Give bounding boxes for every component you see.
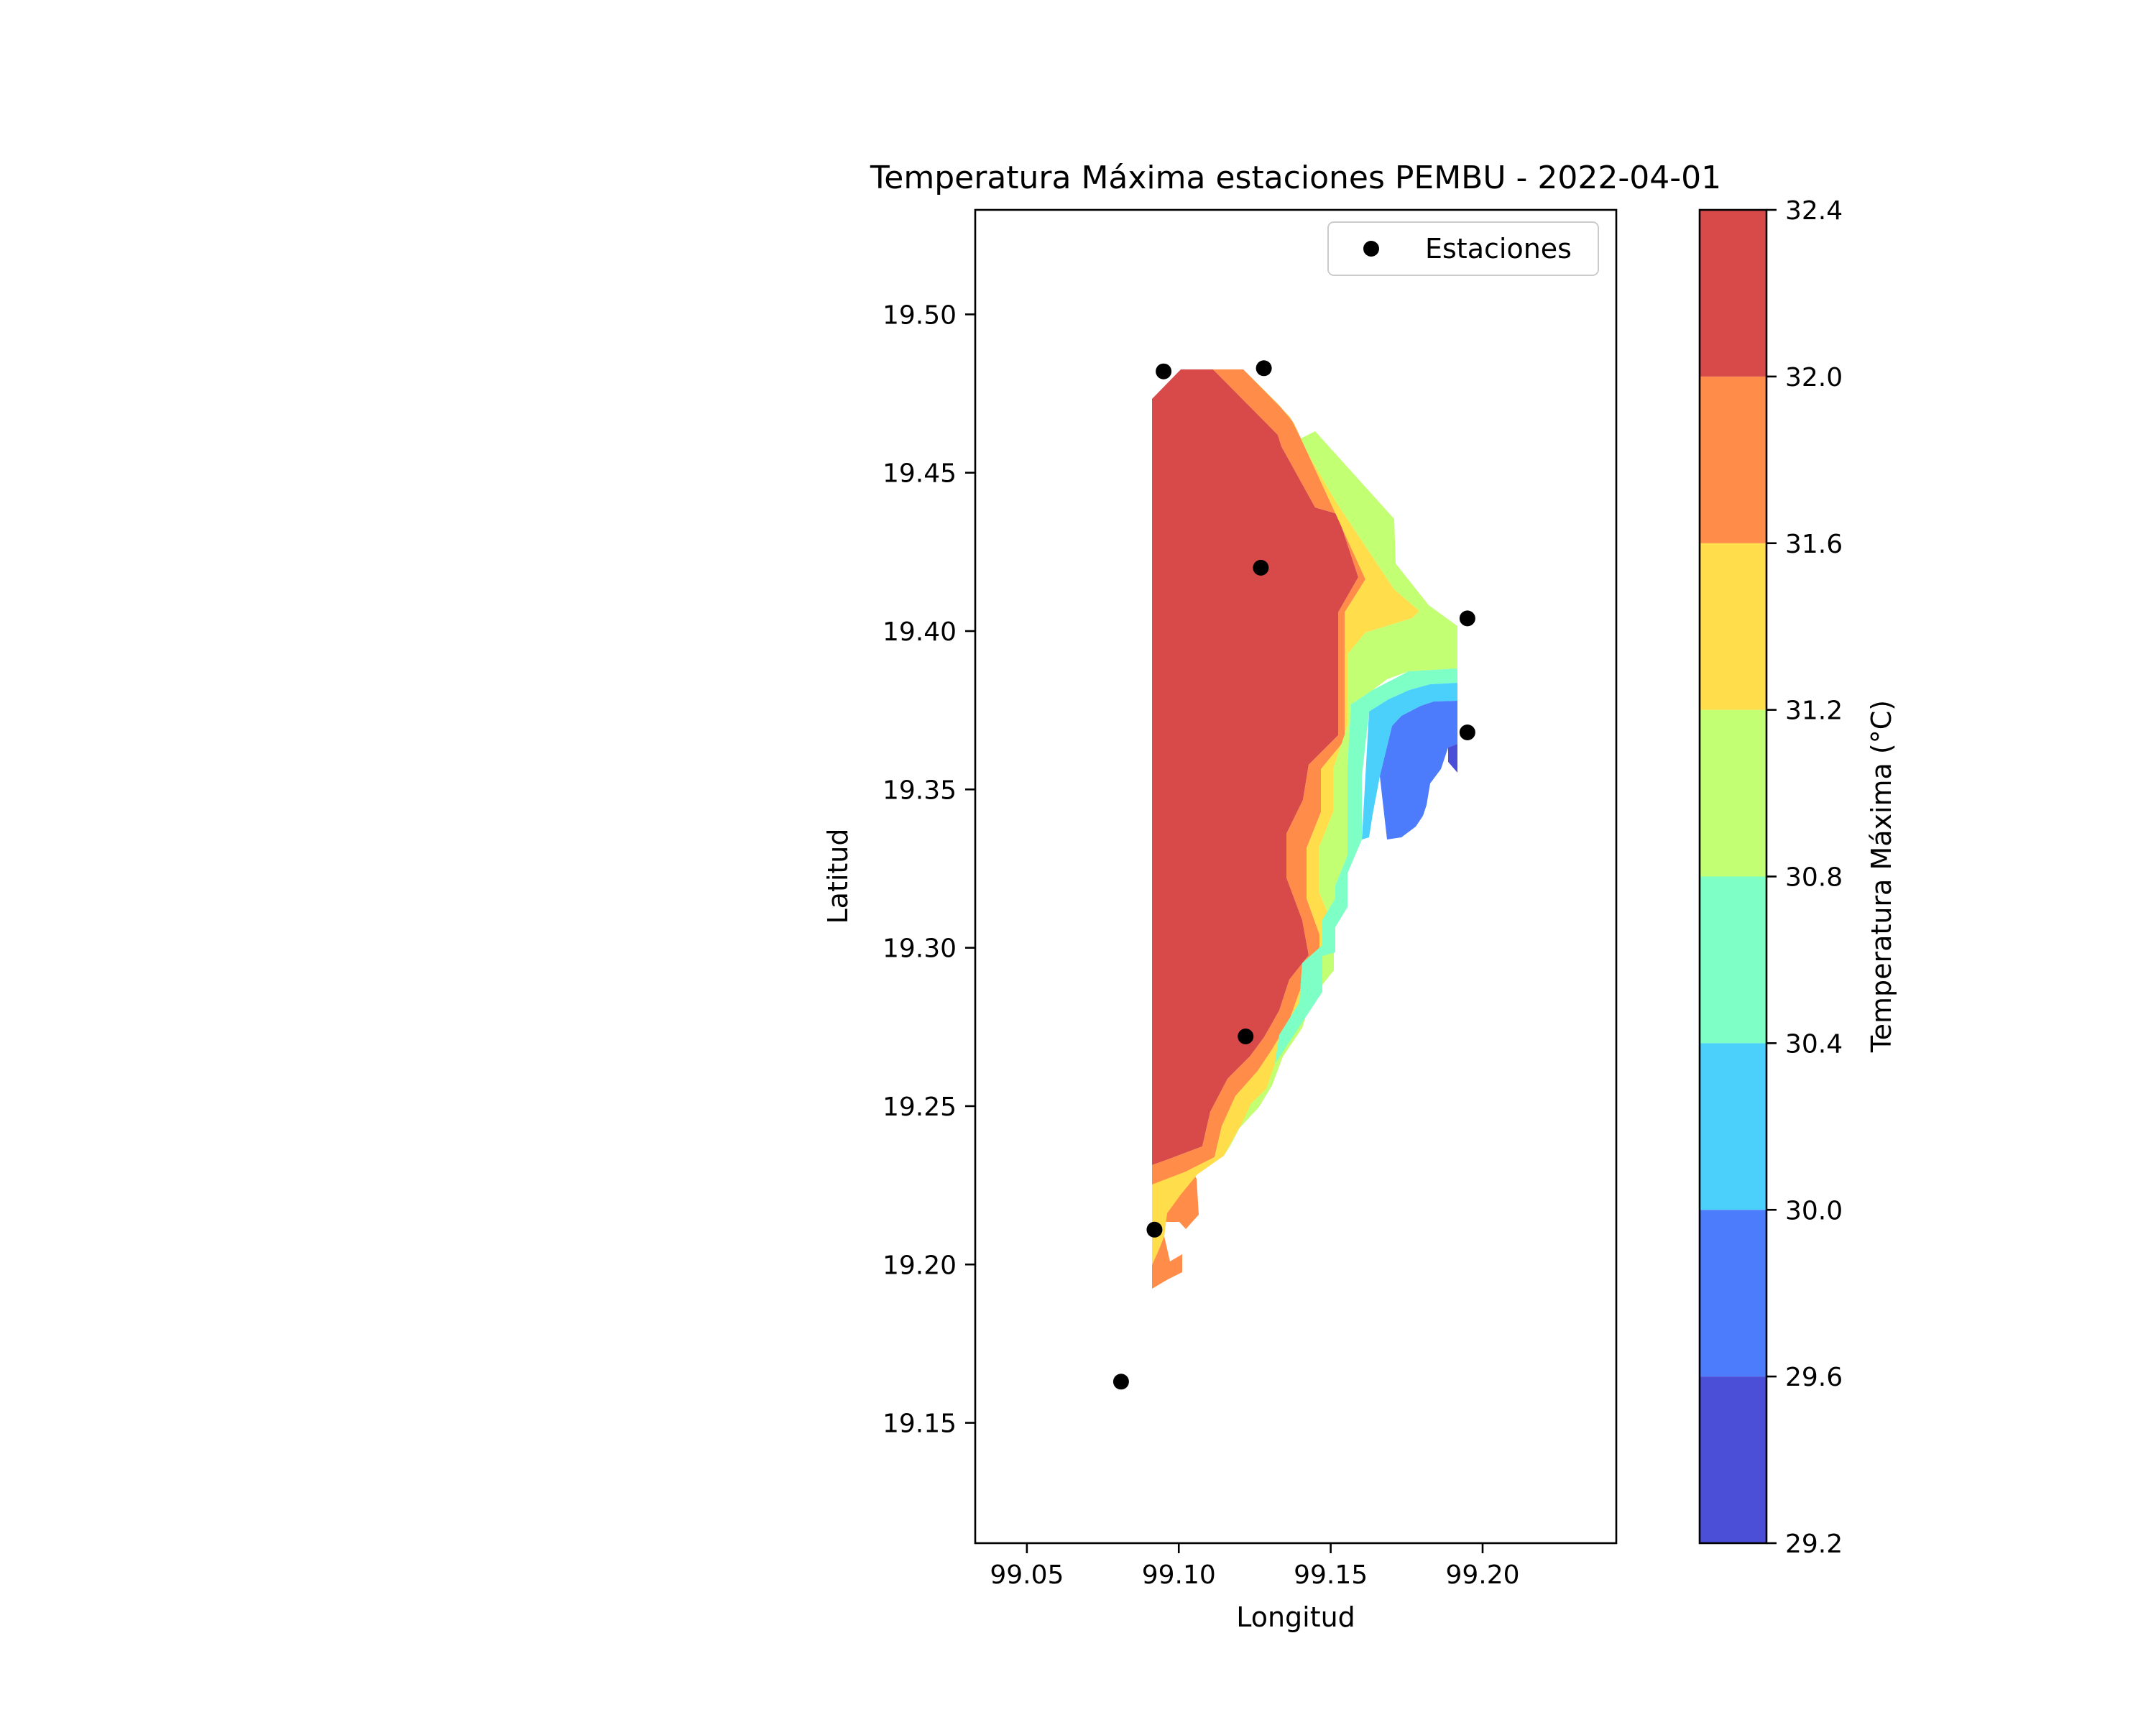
station-marker — [1459, 610, 1475, 627]
colorbar-band — [1700, 876, 1766, 1044]
contour-band-30-0-30-4 — [1362, 683, 1457, 840]
colorbar-tick-label: 30.0 — [1785, 1196, 1843, 1225]
colorbar-band — [1700, 1376, 1766, 1543]
x-tick-label: 99.10 — [1142, 1560, 1216, 1590]
colorbar-band — [1700, 210, 1766, 377]
x-tick-label: 99.05 — [990, 1560, 1064, 1590]
y-tick-label: 19.20 — [883, 1251, 957, 1280]
colorbar-tick-label: 30.4 — [1785, 1029, 1843, 1059]
y-tick-label: 19.25 — [883, 1092, 957, 1122]
y-tick-label: 19.15 — [883, 1409, 957, 1439]
contour-fill — [1152, 369, 1457, 1289]
legend[interactable]: Estaciones — [1327, 221, 1599, 276]
colorbar-tick-label: 29.6 — [1785, 1363, 1843, 1392]
y-axis-label: Latitud — [822, 828, 854, 924]
colorbar-band — [1700, 376, 1766, 543]
colorbar-label: Temperatura Máxima (°C) — [1866, 700, 1897, 1053]
y-tick-label: 19.45 — [883, 459, 957, 489]
plot-frame — [974, 208, 1618, 1545]
x-axis: 99.05 99.10 99.15 99.20 — [990, 1543, 1520, 1590]
colorbar-tick-label: 32.4 — [1785, 196, 1843, 226]
y-tick-label: 19.35 — [883, 776, 957, 805]
station-marker — [1256, 360, 1272, 377]
colorbar-tick-label: 31.2 — [1785, 696, 1843, 726]
contour-band-29-6-30-0 — [1380, 701, 1457, 840]
station-marker — [1459, 724, 1475, 741]
colorbar-band — [1700, 1043, 1766, 1210]
station-marker — [1238, 1029, 1254, 1045]
colorbar-tick-label: 32.0 — [1785, 363, 1843, 392]
x-tick-label: 99.15 — [1294, 1560, 1368, 1590]
colorbar-band — [1700, 1210, 1766, 1377]
station-marker — [1253, 559, 1269, 576]
contour-band-29-2-29-6 — [1448, 744, 1457, 773]
legend-frame — [1327, 221, 1599, 276]
colorbar-tick-label: 30.8 — [1785, 863, 1843, 893]
station-markers — [1112, 360, 1475, 1390]
station-marker — [1146, 1221, 1163, 1238]
legend-label-stations: Estaciones — [1425, 233, 1572, 264]
colorbar-tick-label: 31.6 — [1785, 530, 1843, 559]
station-marker — [1156, 363, 1172, 380]
colorbar-band — [1700, 709, 1766, 877]
x-tick-label: 99.20 — [1445, 1560, 1519, 1590]
x-axis-label: Longitud — [1236, 1601, 1355, 1633]
y-tick-label: 19.50 — [883, 300, 957, 330]
contour-band-30-8-31-2 — [1224, 431, 1457, 1156]
y-axis: 19.15 19.20 19.25 19.30 19.35 19.40 19.45 19.50 — [883, 300, 975, 1439]
contour-band-32-0-32-4 — [1152, 369, 1358, 1165]
legend-station-marker — [1363, 241, 1379, 257]
chart-title: Temperatura Máxima estaciones PEMBU - 20… — [870, 160, 1721, 196]
y-tick-label: 19.40 — [883, 617, 957, 647]
contour-band-30-4-30-8 — [1275, 668, 1457, 1064]
station-marker — [1112, 1374, 1129, 1390]
contour-band-31-2-31-6 — [1152, 369, 1419, 1265]
colorbar-band — [1700, 543, 1766, 710]
y-tick-label: 19.30 — [883, 934, 957, 964]
colorbar-tick-label: 29.2 — [1785, 1530, 1843, 1559]
colorbar: 29.2 29.6 30.0 30.4 30.8 31.2 31.6 32.0 32.4 — [1698, 196, 1843, 1559]
contour-band-31-6-32-0-tip — [1152, 1236, 1182, 1289]
